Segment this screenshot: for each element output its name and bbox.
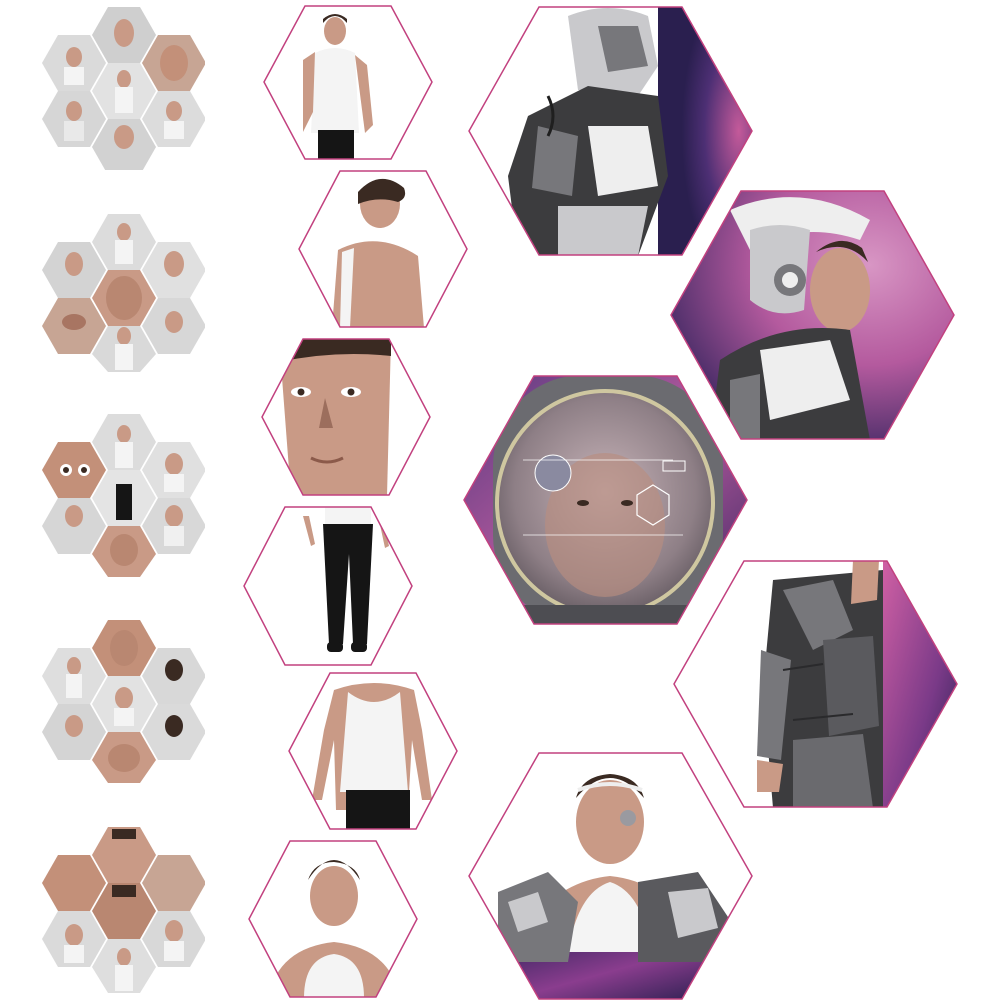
photo-shoulder-back (298, 170, 468, 328)
contact-sheet-1 (40, 5, 205, 170)
photo-face-closeup (261, 338, 431, 496)
contact-sheet-5 (40, 825, 205, 995)
contact-sheet-2 (40, 212, 205, 377)
contact-sheet-4 (40, 618, 205, 783)
art-helmet-profile (670, 190, 955, 440)
photo-torso-front (263, 5, 433, 160)
art-shoulder-armor-headband (468, 752, 753, 1000)
photo-torso-tank (288, 672, 458, 830)
art-space-helmet-visor (463, 375, 748, 625)
contact-sheet-3 (40, 412, 205, 577)
photo-head-shoulders (248, 840, 418, 998)
photo-legs (243, 506, 413, 666)
art-armor-arm (673, 560, 958, 808)
art-robot-armor-side (468, 6, 753, 256)
